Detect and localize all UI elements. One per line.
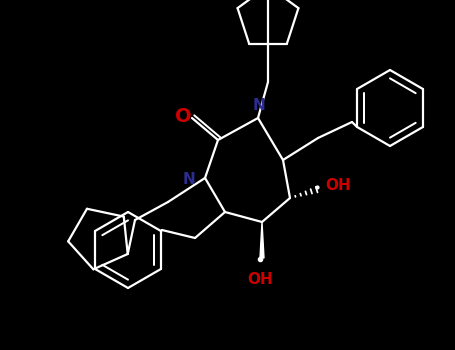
Text: N: N (253, 98, 265, 113)
Text: OH: OH (325, 178, 351, 194)
Text: O: O (175, 106, 191, 126)
Text: N: N (182, 173, 195, 188)
Text: OH: OH (247, 272, 273, 287)
Polygon shape (260, 222, 264, 258)
